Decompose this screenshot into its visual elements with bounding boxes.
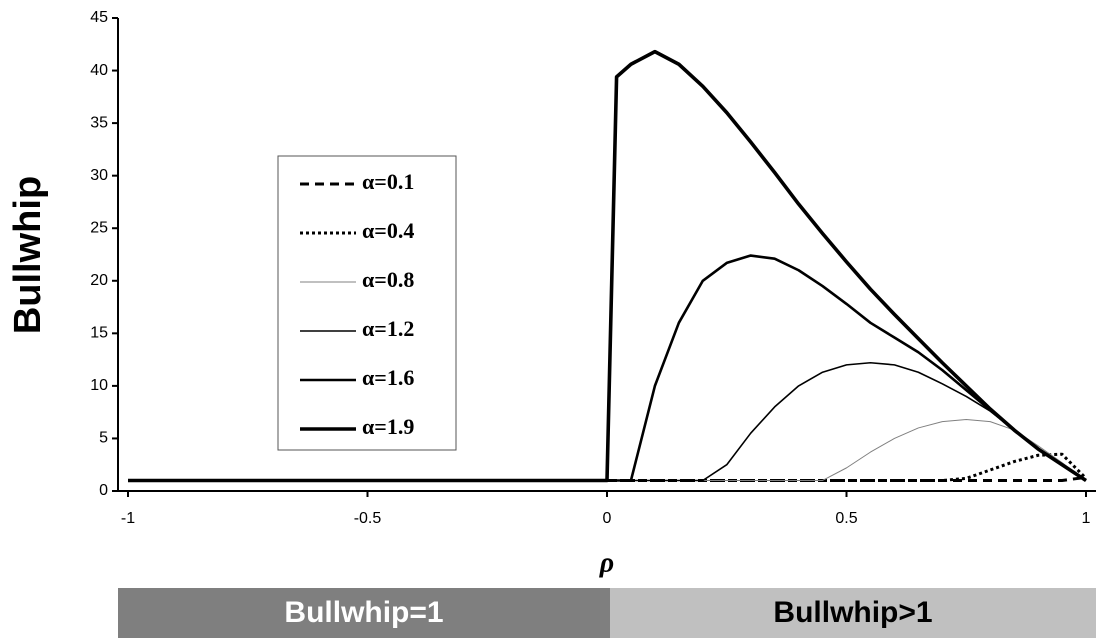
y-tick-label: 35 <box>90 114 108 131</box>
legend-label: α=1.6 <box>362 365 414 390</box>
y-axis-label: Bullwhip <box>7 176 49 334</box>
band <box>118 588 610 638</box>
y-tick-label: 30 <box>90 167 108 184</box>
x-tick-label: 0 <box>603 510 612 527</box>
y-tick-label: 40 <box>90 62 108 79</box>
legend-label: α=0.8 <box>362 267 414 292</box>
x-tick-label: -1 <box>121 510 135 527</box>
x-tick-label: 1 <box>1082 510 1091 527</box>
line <box>128 49 1087 483</box>
legend-label: α=0.1 <box>362 169 414 194</box>
band-label: Bullwhip=1 <box>284 596 443 629</box>
legend-label: α=1.2 <box>362 316 414 341</box>
y-tick-label: 45 <box>90 9 108 26</box>
band <box>610 588 1096 638</box>
y-tick-label: 0 <box>99 482 108 499</box>
legend-label: α=1.9 <box>362 414 414 439</box>
y-tick-label: 5 <box>99 430 108 447</box>
x-tick-label: 0.5 <box>835 510 857 527</box>
y-tick-label: 10 <box>90 377 108 394</box>
y-tick-label: 15 <box>90 325 108 342</box>
legend <box>277 155 457 451</box>
y-tick-label: 20 <box>90 272 108 289</box>
x-axis-label: ρ <box>599 547 614 578</box>
band-label: Bullwhip>1 <box>773 596 932 629</box>
y-tick-label: 25 <box>90 219 108 236</box>
x-tick-label: -0.5 <box>354 510 382 527</box>
legend-label: α=0.4 <box>362 218 414 243</box>
